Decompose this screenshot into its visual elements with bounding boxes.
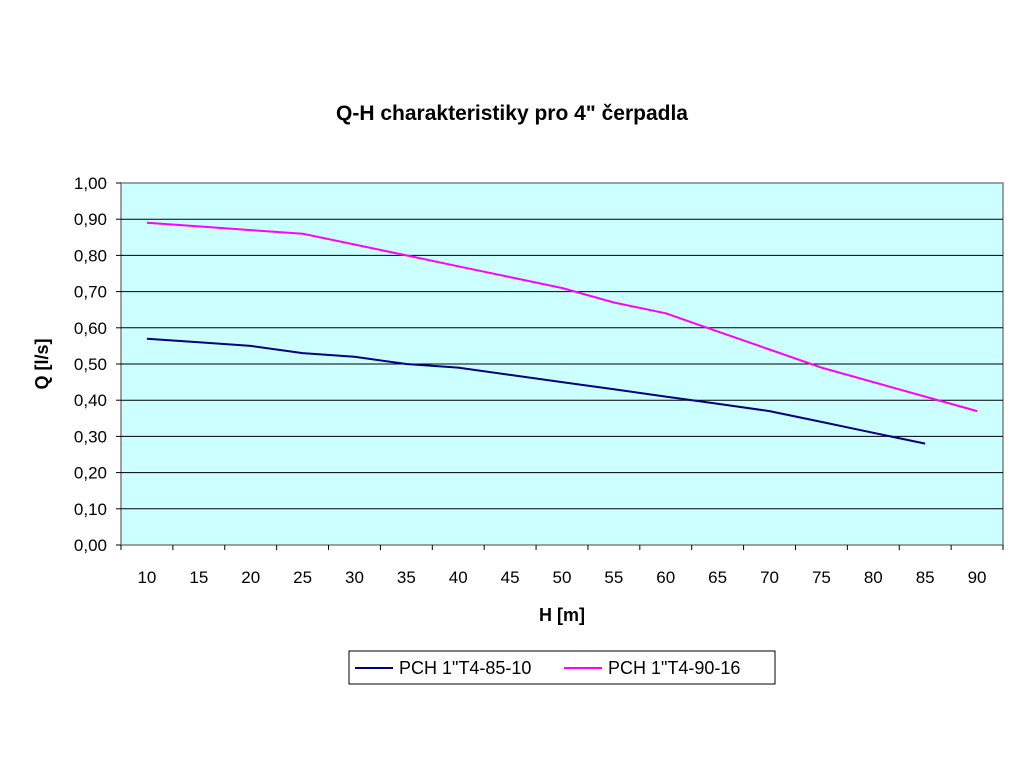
x-tick-label: 85: [916, 568, 935, 587]
x-tick-label: 75: [812, 568, 831, 587]
x-tick-label: 35: [397, 568, 416, 587]
y-axis-ticks: 0,00 0,10 0,20 0,30 0,40 0,50 0,60 0,70 0,80 0,90…: [74, 174, 121, 555]
x-tick-label: 60: [656, 568, 675, 587]
y-tick-label: 0,70: [74, 283, 107, 302]
legend: PCH 1"T4-85-10 PCH 1"T4-90-16: [348, 650, 776, 685]
x-tick-label: 25: [293, 568, 312, 587]
x-tick-label: 15: [189, 568, 208, 587]
series-layer: [146, 221, 978, 445]
y-tick-label: 0,30: [74, 427, 107, 446]
y-tick-label: 1,00: [74, 174, 107, 193]
series-line-2: [146, 221, 978, 413]
y-tick-label: 0,90: [74, 210, 107, 229]
x-tick-label: 45: [501, 568, 520, 587]
legend-items: PCH 1"T4-85-10 PCH 1"T4-90-16: [355, 658, 740, 678]
y-tick-label: 0,20: [74, 464, 107, 483]
y-tick-label: 0,50: [74, 355, 107, 374]
chart-title: Q-H charakteristiky pro 4" čerpadla: [336, 102, 688, 125]
y-axis-title: Q [l/s]: [32, 338, 52, 389]
grid-layer: [121, 218, 1003, 510]
x-tick-label: 30: [345, 568, 364, 587]
x-tick-label: 20: [241, 568, 260, 587]
x-tick-label: 80: [864, 568, 883, 587]
x-tick-label: 40: [449, 568, 468, 587]
legend-label-1: PCH 1"T4-85-10: [399, 658, 531, 678]
y-tick-label: 0,10: [74, 500, 107, 519]
x-tick-label: 70: [760, 568, 779, 587]
x-tick-label: 90: [968, 568, 987, 587]
series-line-1: [146, 337, 926, 445]
y-tick-label: 0,80: [74, 246, 107, 265]
x-tick-label: 10: [137, 568, 156, 587]
y-tick-label: 0,60: [74, 319, 107, 338]
y-tick-label: 0,40: [74, 391, 107, 410]
legend-box: [348, 650, 776, 685]
legend-label-2: PCH 1"T4-90-16: [608, 658, 740, 678]
x-axis-title: H [m]: [539, 605, 585, 625]
x-tick-label: 65: [708, 568, 727, 587]
y-tick-label: 0,00: [74, 536, 107, 555]
x-tick-label: 50: [553, 568, 572, 587]
x-tick-label: 55: [604, 568, 623, 587]
x-axis-ticks: 10 15 20 25 30 35 40 45 50 55 60 65 70 75 80 85 90: [120, 545, 1004, 587]
